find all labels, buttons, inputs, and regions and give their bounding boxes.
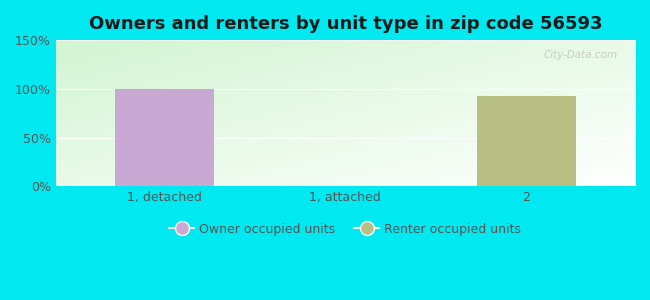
Bar [476, 96, 576, 187]
Bar [114, 89, 214, 187]
Title: Owners and renters by unit type in zip code 56593: Owners and renters by unit type in zip c… [88, 15, 602, 33]
Text: City-Data.com: City-Data.com [543, 50, 618, 60]
Legend: Owner occupied units, Renter occupied units: Owner occupied units, Renter occupied un… [164, 218, 526, 241]
